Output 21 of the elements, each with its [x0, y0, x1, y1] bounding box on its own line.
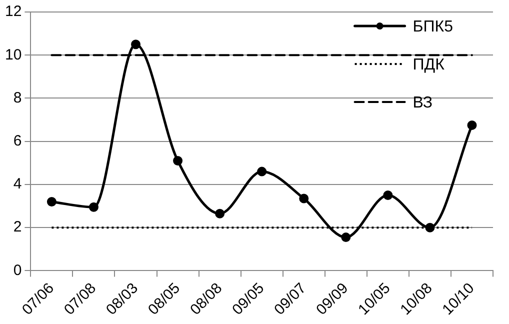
point: [257, 166, 267, 176]
y-tick-label: 12: [4, 3, 22, 20]
y-tick-label: 6: [13, 132, 22, 150]
y-tick-label: 8: [13, 89, 22, 106]
y-tick-label: 4: [13, 176, 22, 193]
y-tick-label: 10: [4, 46, 22, 64]
legend-label: ПДК: [412, 56, 446, 74]
y-tick-label: 2: [13, 218, 22, 236]
point: [383, 190, 393, 200]
point: [467, 120, 477, 130]
point: [173, 156, 183, 166]
legend-label: БПК5: [412, 18, 454, 36]
point: [215, 208, 225, 218]
y-tick-label: 0: [13, 262, 22, 279]
legend-label: ВЗ: [412, 94, 433, 112]
point: [46, 196, 56, 206]
point: [299, 194, 309, 204]
point: [425, 222, 435, 232]
point: [341, 232, 351, 242]
point: [88, 202, 98, 212]
point: [131, 40, 141, 50]
